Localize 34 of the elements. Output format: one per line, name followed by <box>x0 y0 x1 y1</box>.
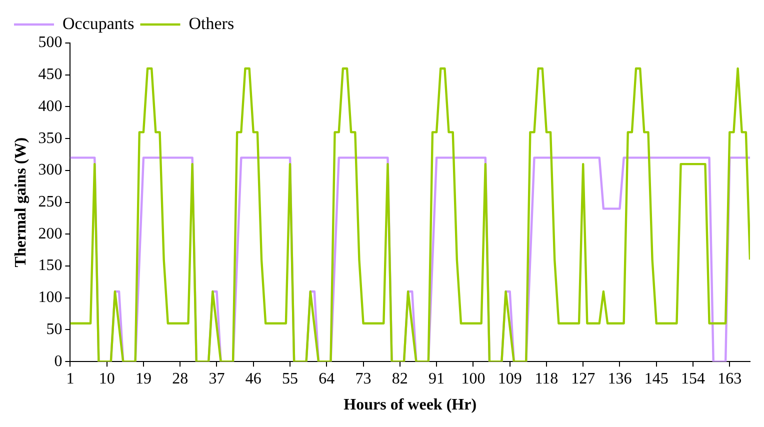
x-tick-label: 82 <box>392 370 408 388</box>
x-tick-label: 154 <box>681 370 706 388</box>
x-tick-label: 37 <box>208 370 225 388</box>
legend-label: Occupants <box>62 14 134 33</box>
y-tick-label: 500 <box>38 34 62 52</box>
y-tick-label: 450 <box>38 66 62 84</box>
x-tick-label: 91 <box>428 370 445 388</box>
legend-label: Others <box>188 14 234 33</box>
y-tick-label: 0 <box>54 352 62 370</box>
y-tick-label: 150 <box>38 257 62 274</box>
x-tick-label: 109 <box>498 370 522 388</box>
y-tick-label: 100 <box>38 289 62 306</box>
y-tick-label: 350 <box>38 130 62 147</box>
x-tick-label: 19 <box>135 370 152 388</box>
x-tick-label: 136 <box>608 370 632 388</box>
x-tick-label: 127 <box>571 370 596 388</box>
x-tick-label: 28 <box>172 370 188 388</box>
x-tick-label: 118 <box>534 370 558 388</box>
y-tick-label: 400 <box>38 98 62 115</box>
x-tick-label: 100 <box>461 370 486 388</box>
x-tick-label: 163 <box>718 370 742 388</box>
y-tick-label: 300 <box>38 162 62 179</box>
y-tick-label: 50 <box>46 320 62 338</box>
y-axis-title: Thermal gains (W) <box>12 137 30 268</box>
x-tick-label: 55 <box>282 370 298 388</box>
x-axis-title: Hours of week (Hr) <box>344 396 477 414</box>
x-tick-label: 1 <box>66 370 74 388</box>
x-tick-label: 10 <box>98 370 115 388</box>
x-tick-label: 46 <box>245 370 262 388</box>
x-tick-label: 64 <box>318 370 335 388</box>
y-tick-label: 200 <box>38 225 62 242</box>
y-tick-label: 250 <box>38 194 62 211</box>
x-tick-label: 73 <box>355 370 372 388</box>
x-tick-label: 145 <box>644 370 668 388</box>
